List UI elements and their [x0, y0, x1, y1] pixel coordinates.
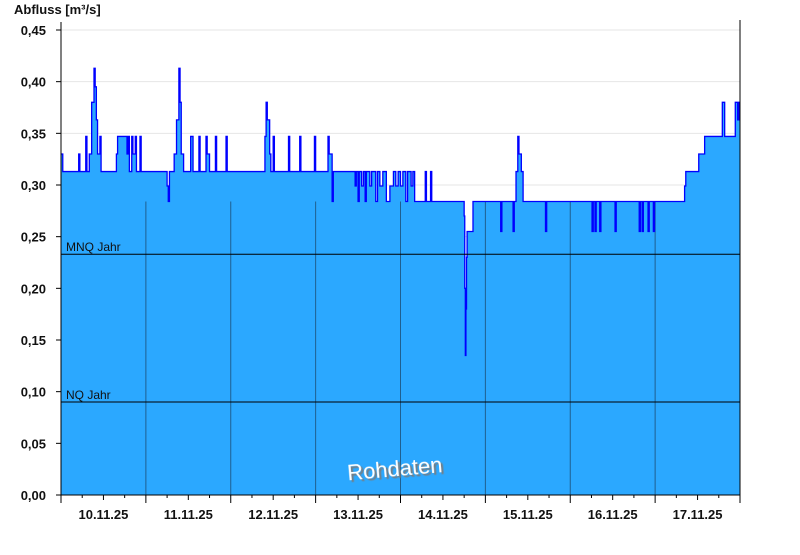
- y-tick-label: 0,45: [21, 23, 46, 38]
- y-tick-label: 0,10: [21, 385, 46, 400]
- axes: 0,00 0,05 0,10 0,15 0,20 0,25 0,30 0,35 0,40 0,45…: [21, 20, 741, 522]
- x-tick-label: 10.11.25: [78, 507, 128, 522]
- x-tick-label: 17.11.25: [673, 507, 723, 522]
- reference-lines: MNQ Jahr NQ Jahr: [61, 240, 740, 403]
- y-tick-label: 0,40: [21, 75, 46, 90]
- x-tick-label: 13.11.25: [333, 507, 383, 522]
- x-tick-label: 16.11.25: [588, 507, 638, 522]
- x-tick-label: 12.11.25: [248, 507, 298, 522]
- x-tick-label: 11.11.25: [164, 507, 213, 522]
- y-tick-label: 0,35: [21, 126, 46, 141]
- x-tick-label: 14.11.25: [418, 507, 468, 522]
- discharge-line: [61, 67, 740, 357]
- day-separator-lines: [145, 201, 656, 495]
- y-tick-label: 0,20: [21, 281, 46, 296]
- reference-line-label: MNQ Jahr: [66, 240, 121, 254]
- y-tick-label: 0,25: [21, 230, 46, 245]
- reference-line-label: NQ Jahr: [66, 388, 111, 402]
- y-axis-label: Abfluss [m³/s]: [14, 2, 101, 17]
- x-tick-label: 15.11.25: [503, 507, 553, 522]
- y-tick-label: 0,00: [21, 488, 46, 503]
- y-tick-label: 0,15: [21, 333, 46, 348]
- y-tick-label: 0,30: [21, 178, 46, 193]
- y-tick-label: 0,05: [21, 436, 46, 451]
